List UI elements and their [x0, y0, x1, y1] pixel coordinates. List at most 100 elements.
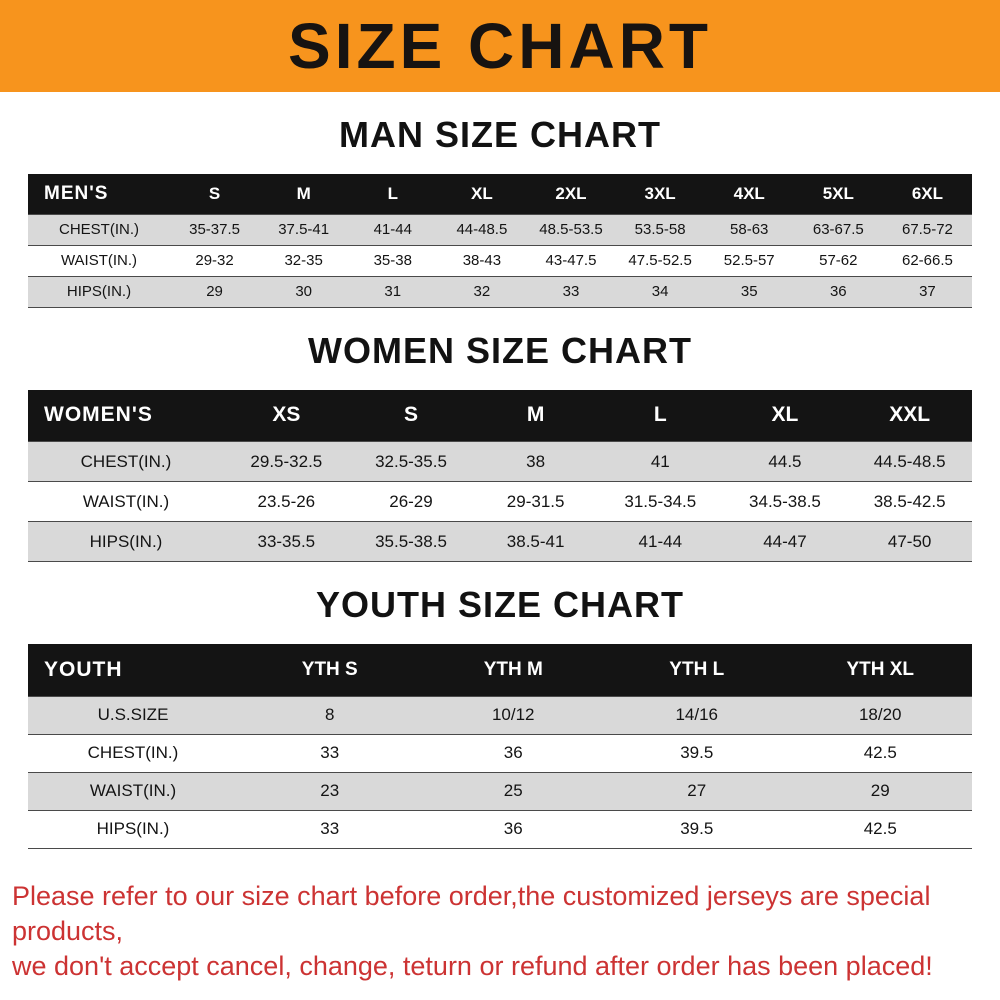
table-row: CHEST(IN.) 33 36 39.5 42.5: [28, 734, 972, 772]
size-column-header: XXL: [847, 389, 972, 442]
size-value: 23.5-26: [257, 491, 316, 511]
size-column-header: YTH S: [238, 644, 422, 696]
footer-note: Please refer to our size chart before or…: [0, 879, 1000, 984]
size-column-header: YTH L: [605, 644, 789, 696]
size-value: 58-63: [730, 221, 769, 238]
row-label: WAIST(IN.): [89, 781, 177, 800]
size-value: 29: [206, 283, 223, 300]
size-value: 8: [325, 705, 335, 724]
size-value: 29-32: [195, 252, 234, 269]
size-value: 41-44: [373, 221, 412, 238]
row-label: HIPS(IN.): [96, 819, 170, 838]
size-value: 33: [320, 819, 340, 838]
size-value: 39.5: [680, 819, 714, 838]
size-value: 48.5-53.5: [539, 221, 603, 238]
size-value: 38: [526, 451, 546, 471]
size-value: 33: [562, 283, 580, 300]
size-value: 38-43: [462, 252, 502, 269]
size-value: 43-47.5: [545, 252, 597, 269]
men-section-heading: MAN SIZE CHART: [339, 114, 661, 155]
banner-title: SIZE CHART: [288, 10, 712, 82]
size-value: 23: [320, 781, 340, 800]
table-row: WAIST(IN.) 23.5-26 26-29 29-31.5 31.5-34.5 34…: [28, 481, 972, 522]
size-value: 44.5: [768, 451, 802, 471]
size-value: 35-38: [373, 252, 412, 269]
table-corner-label: MEN'S: [28, 174, 170, 214]
table-row: WAIST(IN.) 23 25 27 29: [28, 772, 972, 810]
size-value: 44.5-48.5: [873, 451, 946, 471]
size-value: 36: [829, 283, 847, 300]
size-value: 34: [651, 283, 669, 300]
size-value: 36: [503, 743, 523, 762]
size-value: 29.5-32.5: [250, 451, 323, 471]
size-column-header: 4XL: [704, 174, 794, 214]
size-value: 62-66.5: [902, 252, 953, 269]
table-row: WAIST(IN.) 29-32 32-35 35-38 38-43 43-47.5 47.…: [28, 245, 972, 276]
section-youth: YOUTH SIZE CHART YOUTH YTH S YTH M YTH L YTH…: [0, 584, 1000, 849]
size-column-header: L: [597, 389, 723, 442]
size-value: 18/20: [858, 705, 902, 724]
size-column-header: 6XL: [882, 174, 972, 214]
size-column-header: YTH XL: [788, 644, 972, 696]
size-value: 42.5: [863, 743, 897, 762]
size-column-header: L: [348, 174, 438, 214]
size-value: 41: [650, 451, 670, 471]
size-value: 38.5-42.5: [873, 491, 946, 511]
size-value: 63-67.5: [812, 221, 864, 238]
table-header-row: MEN'S S M L XL 2XL 3XL 4XL 5XL 6XL: [28, 174, 972, 214]
section-women: WOMEN SIZE CHART WOMEN'S XS S M L XL XXL CHEST(…: [0, 330, 1000, 563]
section-men: MAN SIZE CHART MEN'S S M L XL 2XL 3XL 4XL 5XL 6XL…: [0, 114, 1000, 308]
size-value: 35.5-38.5: [375, 531, 447, 551]
size-value: 29-31.5: [506, 491, 565, 511]
row-label: WAIST(IN.): [60, 252, 138, 269]
size-value: 52.5-57: [723, 252, 775, 269]
table-header-row: WOMEN'S XS S M L XL XXL: [28, 389, 972, 442]
size-column-header: 5XL: [793, 174, 883, 214]
size-column-header: S: [348, 389, 474, 442]
men-size-table: MEN'S S M L XL 2XL 3XL 4XL 5XL 6XL CHEST(IN.) 35-37…: [28, 174, 972, 308]
size-value: 53.5-58: [634, 221, 686, 238]
size-value: 44-47: [763, 531, 807, 551]
size-column-header: 2XL: [526, 174, 616, 214]
size-column-header: XL: [722, 389, 848, 442]
size-value: 37.5-41: [278, 221, 330, 238]
size-value: 32.5-35.5: [375, 451, 447, 471]
size-value: 34.5-38.5: [749, 491, 821, 511]
size-value: 35: [740, 283, 758, 300]
size-value: 42.5: [863, 819, 897, 838]
size-column-header: XS: [224, 389, 349, 442]
table-row: HIPS(IN.) 33 36 39.5 42.5: [28, 810, 972, 848]
size-value: 26-29: [389, 491, 433, 511]
size-column-header: M: [259, 174, 349, 214]
row-label: CHEST(IN.): [80, 451, 172, 471]
size-value: 10/12: [491, 705, 535, 724]
size-column-header: M: [473, 389, 598, 442]
size-column-header: 3XL: [615, 174, 705, 214]
table-corner-label: WOMEN'S: [28, 389, 224, 442]
footer-note-line-2: we don't accept cancel, change, teturn o…: [12, 950, 933, 981]
size-value: 31.5-34.5: [624, 491, 697, 511]
row-label: WAIST(IN.): [82, 491, 170, 511]
size-value: 30: [295, 283, 312, 300]
table-row: U.S.SIZE 8 10/12 14/16 18/20: [28, 696, 972, 734]
size-value: 41-44: [638, 531, 683, 551]
banner: SIZE CHART: [0, 0, 1000, 92]
row-label: CHEST(IN.): [87, 743, 179, 762]
table-row: HIPS(IN.) 29 30 31 32 33 34 35 36 37: [28, 276, 972, 307]
size-value: 27: [687, 781, 707, 800]
size-value: 47.5-52.5: [628, 252, 692, 269]
table-row: HIPS(IN.) 33-35.5 35.5-38.5 38.5-41 41-44 44-…: [28, 521, 972, 562]
footer-note-line-1: Please refer to our size chart before or…: [12, 880, 931, 946]
youth-section-heading: YOUTH SIZE CHART: [315, 584, 684, 625]
size-column-header: S: [170, 174, 260, 214]
youth-size-table: YOUTH YTH S YTH M YTH L YTH XL U.S.SIZE 8 10/12…: [28, 644, 972, 849]
size-value: 14/16: [675, 705, 719, 724]
table-header-row: YOUTH YTH S YTH M YTH L YTH XL: [28, 644, 972, 696]
size-value: 67.5-72: [902, 221, 953, 238]
size-value: 38.5-41: [506, 531, 565, 551]
size-value: 36: [503, 819, 523, 838]
size-value: 37: [919, 283, 936, 300]
size-value: 33-35.5: [257, 531, 316, 551]
size-value: 32-35: [284, 252, 323, 269]
